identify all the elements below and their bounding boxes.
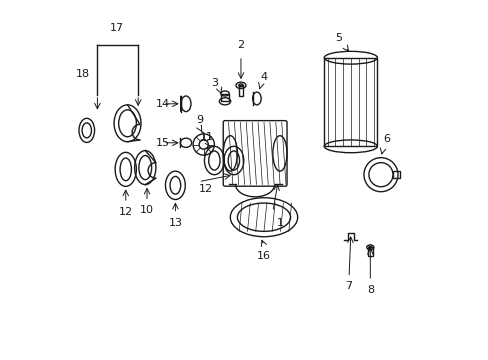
Bar [220, 94, 229, 101]
Text: 2: 2 [237, 40, 244, 50]
Text: 10: 10 [140, 205, 154, 215]
Text: 18: 18 [76, 69, 90, 79]
Text: 17: 17 [110, 23, 124, 33]
Bar [324, 58, 377, 146]
Text: 15: 15 [156, 138, 170, 148]
Text: 9: 9 [196, 115, 203, 125]
Text: 12: 12 [198, 184, 212, 194]
Text: 12: 12 [119, 207, 133, 217]
Text: 7: 7 [345, 281, 352, 291]
Text: 6: 6 [382, 134, 389, 144]
Text: 3: 3 [210, 77, 218, 87]
Text: 4: 4 [260, 72, 267, 82]
Text: 11: 11 [200, 132, 214, 143]
Text: 8: 8 [366, 285, 373, 295]
Text: 5: 5 [334, 33, 341, 43]
Bar [367, 247, 372, 256]
Bar [392, 171, 399, 178]
Bar [238, 85, 243, 96]
Text: 1: 1 [276, 217, 283, 228]
Text: 16: 16 [257, 251, 270, 261]
Text: 14: 14 [156, 99, 170, 109]
Text: 13: 13 [168, 217, 182, 228]
